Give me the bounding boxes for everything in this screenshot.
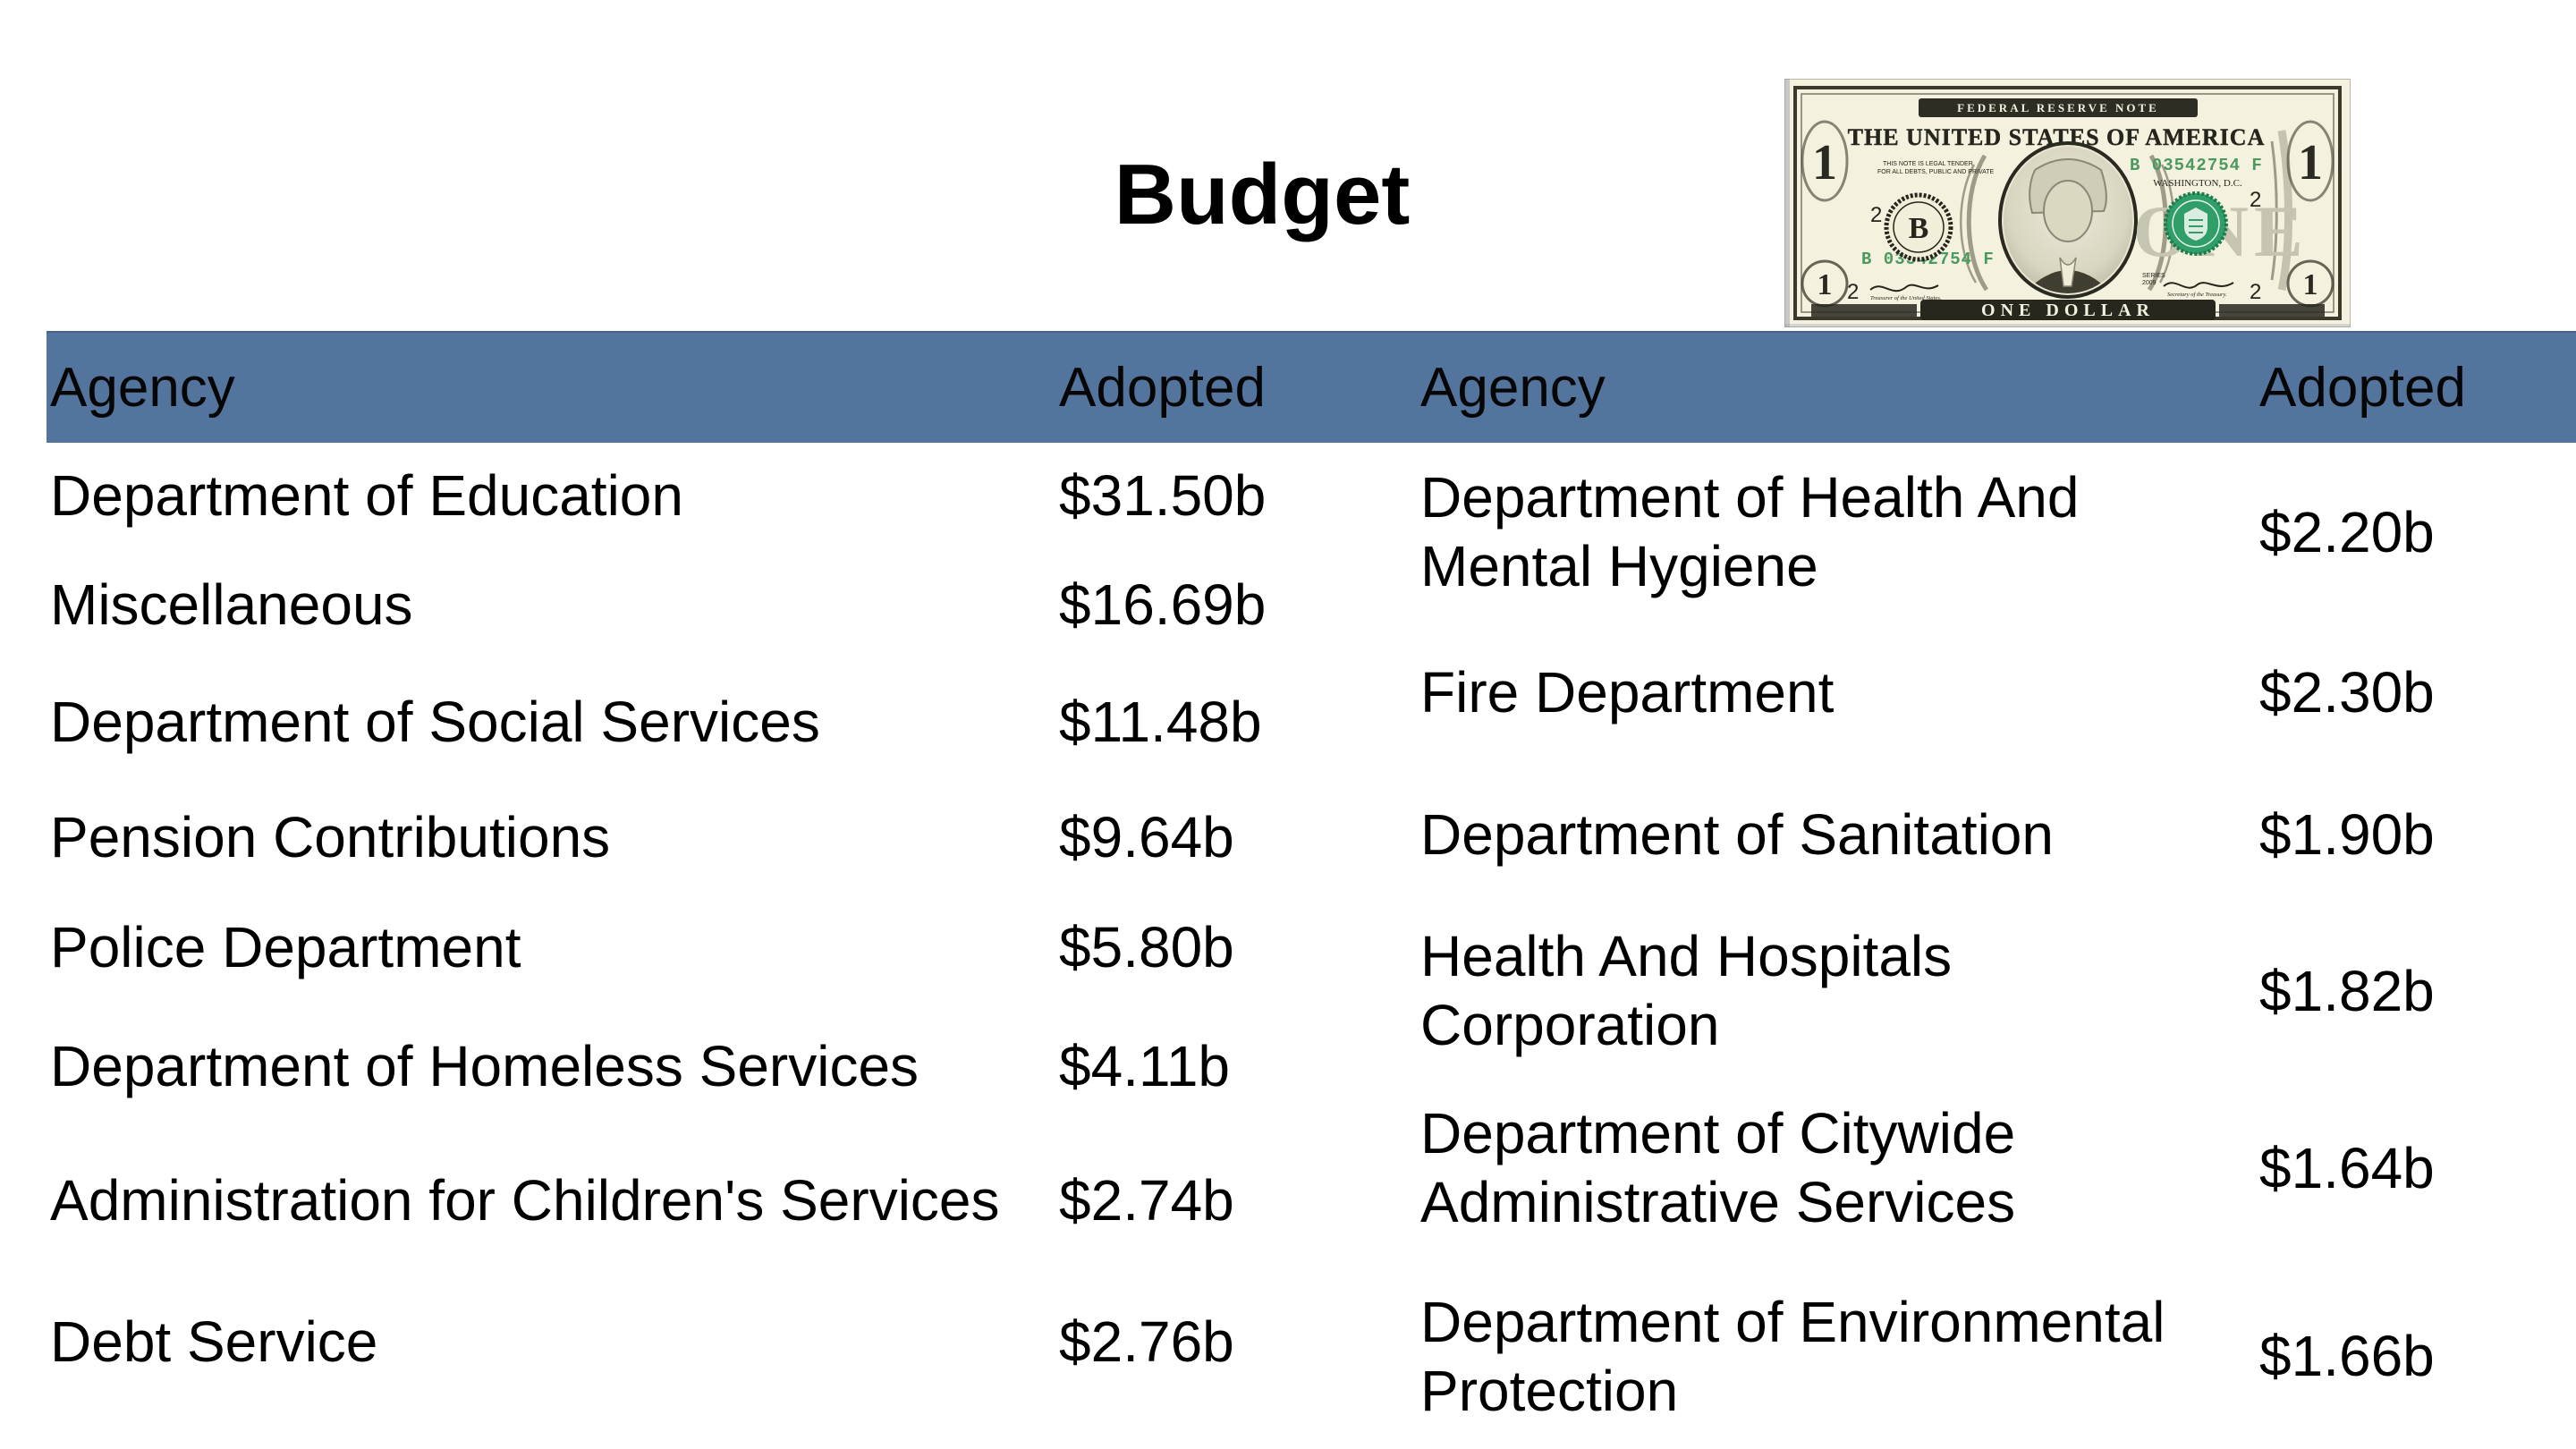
agency-cell: Department of Social Services xyxy=(50,689,820,754)
svg-text:THIS NOTE IS LEGAL TENDER: THIS NOTE IS LEGAL TENDER xyxy=(1883,161,1973,167)
table-row: Department of Environmental Protection $… xyxy=(1417,1260,2576,1449)
adopted-cell: $1.64b xyxy=(2259,1135,2435,1200)
adopted-cell: $4.11b xyxy=(1059,1033,1230,1098)
svg-text:2: 2 xyxy=(1847,280,1859,304)
top-banner xyxy=(1919,98,2198,117)
agency-cell: Health And Hospitals Corporation xyxy=(1420,924,1953,1057)
table-body: Department of Education $31.50b Miscella… xyxy=(47,443,2576,1449)
federal-reserve-note-text: FEDERAL RESERVE NOTE xyxy=(1957,101,2159,114)
agency-cell: Department of Environmental Protection xyxy=(1420,1289,2165,1423)
table-header-row: Agency Adopted Agency Adopted xyxy=(47,331,2576,443)
header-agency-left: Agency xyxy=(50,357,235,419)
table-row: Department of Homeless Services $4.11b xyxy=(47,1002,1417,1131)
svg-text:ONE DOLLAR: ONE DOLLAR xyxy=(1981,301,2155,320)
table-row: Police Department $5.80b xyxy=(47,893,1417,1002)
svg-text:Treasurer of the United States: Treasurer of the United States. xyxy=(1870,295,1942,301)
adopted-cell: $1.66b xyxy=(2259,1324,2435,1389)
svg-text:SERIES: SERIES xyxy=(2142,273,2165,279)
table-row: Pension Contributions $9.64b xyxy=(47,783,1417,893)
agency-cell: Debt Service xyxy=(50,1309,378,1375)
table-row: Department of Education $31.50b xyxy=(47,443,1417,548)
table-left-column: Department of Education $31.50b Miscella… xyxy=(47,443,1417,1413)
signatures xyxy=(1869,282,2234,292)
header-adopted-left: Adopted xyxy=(1059,357,1266,419)
washington-portrait xyxy=(1998,141,2138,299)
table-row: Administration for Children's Services $… xyxy=(47,1131,1417,1271)
svg-text:2: 2 xyxy=(2250,280,2261,304)
table-row: Department of Health And Mental Hygiene … xyxy=(1417,443,2576,622)
table-row: Department of Citywide Administrative Se… xyxy=(1417,1076,2576,1260)
agency-cell: Department of Health And Mental Hygiene xyxy=(1420,465,2080,598)
agency-cell: Pension Contributions xyxy=(50,805,611,870)
svg-text:FOR ALL DEBTS, PUBLIC AND PRIV: FOR ALL DEBTS, PUBLIC AND PRIVATE xyxy=(1877,169,1995,175)
agency-cell: Miscellaneous xyxy=(50,572,413,637)
adopted-cell: $1.90b xyxy=(2259,801,2435,867)
adopted-cell: $2.30b xyxy=(2259,659,2435,724)
agency-cell: Police Department xyxy=(50,914,521,979)
svg-text:B 03542754 F: B 03542754 F xyxy=(2130,156,2263,175)
header-adopted-right: Adopted xyxy=(2259,357,2466,419)
federal-reserve-seal-icon: B xyxy=(1884,192,1953,262)
table-row: Fire Department $2.30b xyxy=(1417,622,2576,763)
adopted-cell: $1.82b xyxy=(2259,958,2435,1023)
table-row: Health And Hospitals Corporation $1.82b xyxy=(1417,906,2576,1076)
adopted-cell: $2.74b xyxy=(1059,1168,1234,1233)
svg-text:2009: 2009 xyxy=(2142,280,2157,286)
svg-text:1: 1 xyxy=(2298,135,2323,191)
table-row: Debt Service $2.76b xyxy=(47,1271,1417,1413)
budget-table: Agency Adopted Agency Adopted Department… xyxy=(47,331,2576,1449)
table-row: Department of Sanitation $1.90b xyxy=(1417,763,2576,906)
series-text: SERIES 2009 xyxy=(2142,273,2165,286)
svg-text:Secretary of the Treasury.: Secretary of the Treasury. xyxy=(2167,292,2227,298)
agency-cell: Department of Homeless Services xyxy=(50,1033,919,1098)
one-dollar-banner: ONE DOLLAR xyxy=(1811,300,2325,320)
adopted-cell: $2.20b xyxy=(2259,499,2435,564)
header-agency-right: Agency xyxy=(1420,357,1606,419)
table-row: Miscellaneous $16.69b xyxy=(47,548,1417,661)
adopted-cell: $5.80b xyxy=(1059,914,1234,979)
svg-text:2: 2 xyxy=(2250,188,2261,212)
district-number-marks: 2 2 2 2 xyxy=(1847,188,2261,304)
svg-text:1: 1 xyxy=(1812,135,1837,191)
adopted-cell: $11.48b xyxy=(1059,689,1262,754)
legal-tender-text: THIS NOTE IS LEGAL TENDER FOR ALL DEBTS,… xyxy=(1877,161,1995,175)
washington-dc-text: WASHINGTON, D.C. xyxy=(2153,178,2242,189)
svg-text:1: 1 xyxy=(2303,268,2318,301)
agency-cell: Department of Citywide Administrative Se… xyxy=(1420,1101,2016,1234)
treasury-seal-icon xyxy=(2164,191,2228,256)
agency-cell: Administration for Children's Services xyxy=(50,1168,1000,1233)
dollar-bill-graphic: 1 1 1 1 FEDERAL RESERVE NOTE TH xyxy=(1784,79,2351,327)
one-dollar-bill-image: 1 1 1 1 FEDERAL RESERVE NOTE TH xyxy=(1784,79,2351,327)
table-right-column: Department of Health And Mental Hygiene … xyxy=(1417,443,2576,1449)
agency-cell: Department of Education xyxy=(50,462,683,528)
agency-cell: Fire Department xyxy=(1420,659,1835,724)
svg-text:B: B xyxy=(1909,212,1929,245)
adopted-cell: $9.64b xyxy=(1059,805,1234,870)
adopted-cell: $2.76b xyxy=(1059,1309,1234,1375)
table-row: Department of Social Services $11.48b xyxy=(47,661,1417,783)
adopted-cell: $31.50b xyxy=(1059,462,1267,528)
page-title: Budget xyxy=(1114,147,1411,242)
svg-text:2: 2 xyxy=(1870,203,1882,227)
svg-text:1: 1 xyxy=(1818,268,1833,301)
agency-cell: Department of Sanitation xyxy=(1420,801,2054,867)
adopted-cell: $16.69b xyxy=(1059,572,1267,637)
signature-captions: Treasurer of the United States. Secretar… xyxy=(1870,292,2227,301)
